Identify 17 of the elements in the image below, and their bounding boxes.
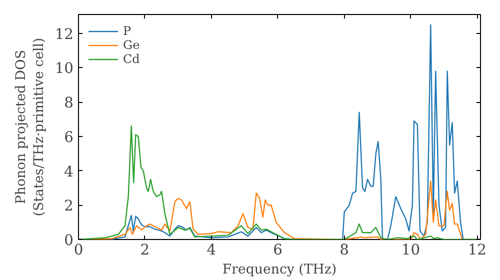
legend-label: P xyxy=(123,24,132,38)
x-tick-label: 12 xyxy=(468,242,487,258)
legend-label: Cd xyxy=(123,52,141,66)
x-tick-label: 8 xyxy=(340,242,349,258)
y-tick-label: 10 xyxy=(54,60,74,78)
y-axis-title: Phonon projected DOS (States/THz·primitive cell) xyxy=(14,38,47,216)
legend-label: Ge xyxy=(123,38,141,52)
y-tick-label: 4 xyxy=(64,163,74,180)
x-tick-label: 2 xyxy=(140,242,150,258)
y-tick-label: 2 xyxy=(64,198,74,215)
y-tick-label: 12 xyxy=(54,26,74,43)
x-tick-label: 4 xyxy=(206,242,216,258)
y-tick-label: 6 xyxy=(64,128,74,146)
x-tick-label: 6 xyxy=(273,242,283,258)
y-tick-label: 8 xyxy=(64,94,74,112)
x-axis-title: Frequency (THz) xyxy=(222,262,337,278)
x-tick-label: 10 xyxy=(401,242,420,258)
